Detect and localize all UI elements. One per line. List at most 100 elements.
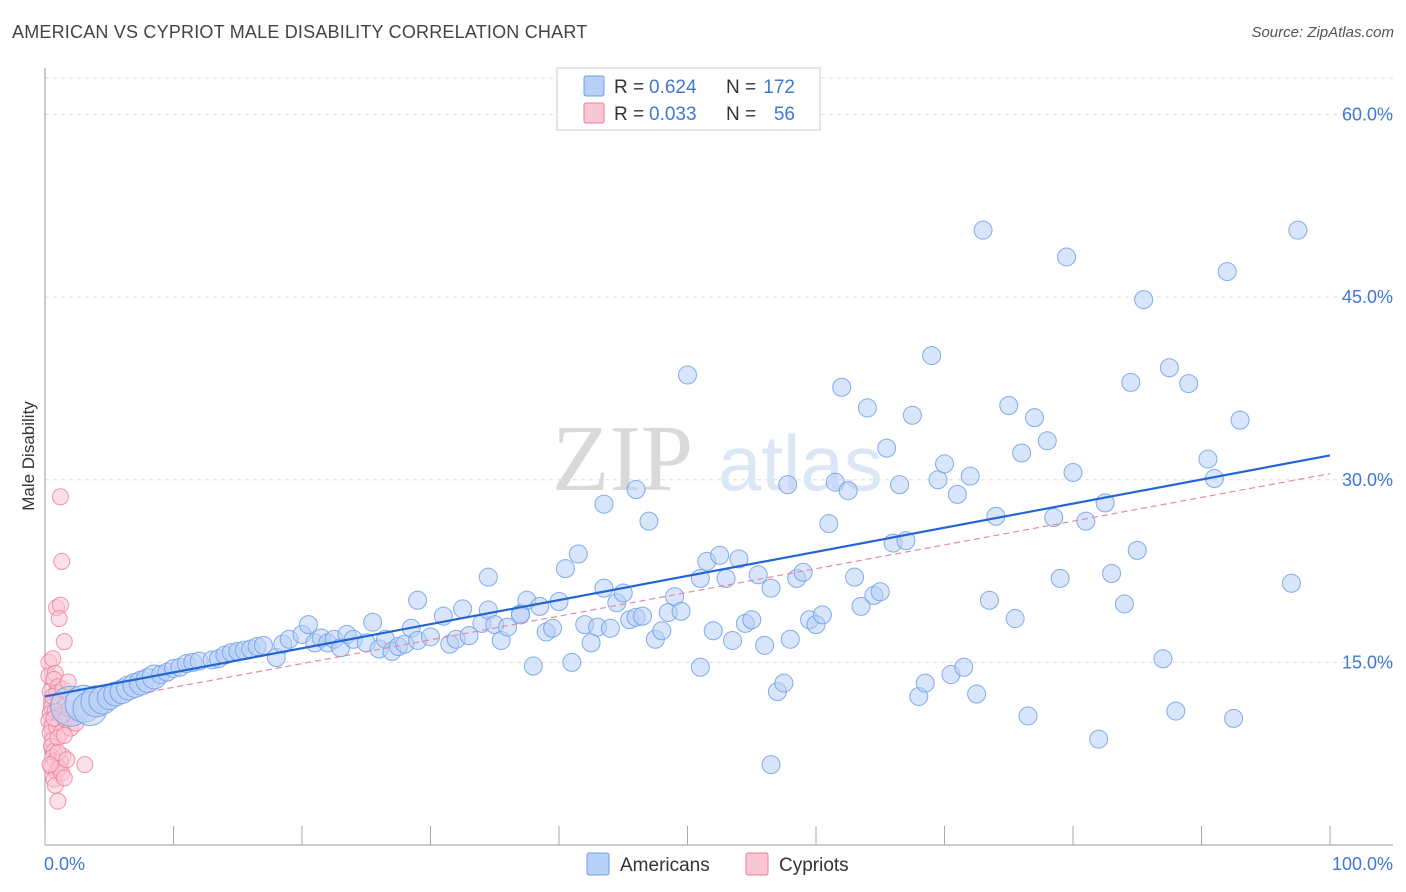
- americans-bottom-label: Americans: [620, 855, 710, 876]
- y-tick-label-30: 30.0%: [1342, 470, 1393, 490]
- americans-point: [562, 652, 582, 672]
- x-tick-label-min: 0.0%: [44, 854, 85, 874]
- americans-point: [999, 395, 1019, 415]
- americans-point: [761, 578, 781, 598]
- americans-point: [478, 567, 498, 587]
- americans-point: [722, 630, 742, 650]
- americans-point: [902, 405, 922, 425]
- y-tick-label-15: 15.0%: [1342, 652, 1393, 672]
- series-legend: Americans Cypriots: [586, 852, 849, 876]
- americans-point: [1127, 540, 1147, 560]
- americans-point: [710, 545, 730, 565]
- americans-point: [652, 621, 672, 641]
- americans-point: [729, 549, 749, 569]
- cypriots-point: [55, 633, 73, 651]
- americans-point: [947, 484, 967, 504]
- cypriots-point: [53, 552, 71, 570]
- americans-point: [1166, 701, 1186, 721]
- americans-point: [1063, 462, 1083, 482]
- americans-point: [838, 481, 858, 501]
- americans-point: [778, 475, 798, 495]
- americans-point: [845, 567, 865, 587]
- americans-point: [1281, 573, 1301, 593]
- cypriots-point: [55, 769, 73, 787]
- americans-point: [581, 633, 601, 653]
- americans-r-label: R =: [614, 77, 644, 98]
- americans-point: [253, 635, 273, 655]
- cypriots-trend-line: [147, 473, 1331, 693]
- americans-point: [555, 559, 575, 579]
- americans-point: [594, 578, 614, 598]
- cypriots-r-label: R =: [614, 104, 644, 125]
- americans-point: [594, 494, 614, 514]
- cypriots-point: [58, 751, 76, 769]
- americans-point: [703, 621, 723, 641]
- cypriots-bottom-swatch: [745, 852, 769, 876]
- americans-point: [1076, 511, 1096, 531]
- americans-point: [453, 599, 473, 619]
- americans-point: [954, 657, 974, 677]
- x-ticks: [44, 826, 1331, 845]
- cypriots-point: [49, 792, 67, 810]
- americans-point: [1179, 374, 1199, 394]
- cypriots-n-value: 56: [774, 104, 795, 125]
- americans-point: [960, 466, 980, 486]
- americans-point: [568, 544, 588, 564]
- americans-point: [774, 673, 794, 693]
- americans-point: [1044, 508, 1064, 528]
- americans-point: [742, 610, 762, 630]
- cypriots-legend-swatch: [583, 102, 605, 124]
- americans-point: [530, 596, 550, 616]
- americans-point: [678, 365, 697, 385]
- cypriots-r-value: 0.033: [649, 104, 697, 125]
- americans-point: [915, 673, 935, 693]
- watermark-atlas: atlas: [718, 419, 883, 507]
- americans-bottom-swatch: [586, 852, 610, 876]
- americans-point: [1230, 410, 1250, 430]
- americans-point: [510, 605, 530, 625]
- americans-point: [1153, 649, 1173, 669]
- americans-point: [812, 605, 832, 625]
- americans-point: [363, 612, 383, 632]
- y-axis-label: Male Disability: [19, 401, 38, 511]
- americans-legend-swatch: [583, 75, 605, 97]
- y-tick-label-60: 60.0%: [1342, 105, 1393, 125]
- americans-point: [626, 480, 646, 500]
- americans-point: [1224, 708, 1244, 728]
- americans-trend-line: [44, 454, 1331, 698]
- americans-point: [890, 475, 910, 495]
- americans-point: [857, 398, 877, 418]
- cypriots-points: [40, 488, 94, 810]
- americans-point: [832, 377, 852, 397]
- americans-point: [755, 635, 775, 655]
- americans-point: [1217, 262, 1237, 282]
- americans-point: [851, 596, 871, 616]
- americans-point: [819, 514, 839, 534]
- x-tick-label-max: 100.0%: [1332, 854, 1393, 874]
- americans-point: [1018, 706, 1038, 726]
- americans-point: [780, 629, 800, 649]
- cypriots-n-label: N =: [726, 104, 756, 125]
- americans-point: [633, 606, 653, 626]
- americans-points: [50, 220, 1308, 775]
- americans-point: [979, 590, 999, 610]
- cypriots-point: [76, 756, 94, 774]
- americans-point: [543, 618, 563, 638]
- americans-point: [877, 438, 897, 458]
- americans-point: [639, 511, 659, 531]
- americans-point: [748, 565, 768, 585]
- americans-point: [298, 615, 318, 635]
- americans-point: [523, 656, 543, 676]
- americans-point: [922, 346, 942, 366]
- americans-point: [928, 470, 948, 490]
- americans-r-value: 0.624: [649, 77, 697, 98]
- americans-point: [935, 454, 954, 474]
- americans-point: [1121, 372, 1141, 392]
- y-tick-labels: 15.0% 30.0% 45.0% 60.0%: [1342, 105, 1393, 673]
- americans-point: [1102, 564, 1122, 584]
- americans-point: [870, 582, 890, 602]
- cypriots-point: [50, 610, 68, 628]
- americans-point: [1005, 609, 1025, 629]
- americans-point: [600, 618, 620, 638]
